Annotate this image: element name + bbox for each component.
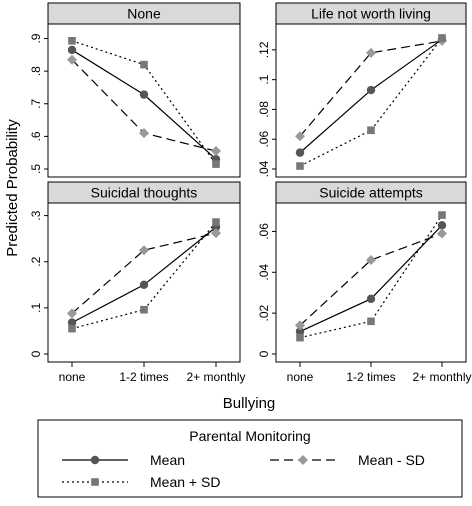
- panel-title: None: [127, 6, 161, 22]
- data-point: [367, 126, 375, 135]
- data-point: [437, 221, 447, 230]
- data-point: [139, 280, 149, 290]
- y-tick-label: .1: [29, 303, 43, 313]
- data-point: [139, 128, 149, 139]
- legend-item: Mean - SD: [270, 452, 425, 468]
- legend-marker: [90, 455, 100, 465]
- y-tick-label: 0: [29, 350, 43, 357]
- data-point: [211, 228, 221, 239]
- series-mean-sd: [296, 34, 446, 170]
- x-tick-label: 1-2 times: [346, 370, 395, 384]
- series-mean-sd: [295, 228, 447, 331]
- data-point: [437, 228, 447, 239]
- data-point: [295, 327, 305, 336]
- data-point: [67, 45, 77, 55]
- panel-1: None .5 .6 .7 .8 .9: [29, 2, 241, 178]
- plot-area: [275, 23, 467, 178]
- legend-box: [37, 419, 463, 498]
- series-mean-sd: [68, 37, 220, 168]
- x-tick-label: 2+ monthly: [186, 370, 245, 384]
- x-tick-label: none: [59, 370, 86, 384]
- data-point: [211, 146, 221, 157]
- y-tick-label: .5: [29, 164, 43, 174]
- series-mean-sd: [67, 54, 221, 157]
- x-tick-label: 2+ monthly: [412, 370, 471, 384]
- data-point: [367, 317, 375, 326]
- data-point: [438, 34, 446, 42]
- y-tick-label: .6: [29, 131, 43, 141]
- data-point: [140, 60, 148, 69]
- plot-area: [47, 23, 241, 178]
- y-tick-label: .02: [257, 304, 271, 321]
- data-point: [295, 320, 305, 331]
- legend-title: Parental Monitoring: [189, 428, 310, 444]
- y-tick-label: .3: [29, 210, 43, 220]
- data-point: [68, 324, 76, 333]
- panel-title: Life not worth living: [311, 6, 431, 22]
- data-point: [212, 218, 220, 226]
- y-tick-label: 0: [257, 350, 271, 357]
- data-point: [366, 47, 376, 58]
- x-axis-title: Bullying: [223, 395, 276, 412]
- data-point: [366, 294, 376, 304]
- data-point: [139, 245, 149, 256]
- series-mean: [67, 222, 221, 327]
- legend: Parental Monitoring Mean Mean - SD Mean + …: [37, 419, 463, 498]
- series-mean: [295, 221, 447, 336]
- panel-4: Suicide attempts 0 .02 .04 .06 none 1-2 times 2…: [257, 181, 472, 384]
- panel-title: Suicide attempts: [319, 185, 423, 201]
- y-tick-label: .2: [29, 256, 43, 266]
- legend-item: Mean: [62, 452, 185, 468]
- data-point: [67, 54, 77, 65]
- plot-area: [275, 202, 467, 363]
- series-line: [299, 232, 443, 326]
- y-tick-label: .8: [29, 66, 43, 76]
- x-tick-label: 1-2 times: [119, 370, 168, 384]
- y-tick-label: .06: [257, 223, 271, 240]
- series-mean-sd: [68, 218, 220, 333]
- series-line: [299, 40, 443, 137]
- panel-title: Suicidal thoughts: [91, 185, 198, 201]
- data-point: [212, 160, 220, 168]
- y-tick-label: .06: [257, 131, 271, 148]
- y-tick-label: .04: [257, 264, 271, 281]
- panel-3: Suicidal thoughts 0 .1 .2 .3 none 1-2 times 2+ …: [29, 181, 246, 384]
- data-point: [438, 211, 446, 219]
- series-mean-sd: [67, 228, 221, 319]
- y-tick-label: .08: [257, 101, 271, 118]
- data-point: [139, 90, 149, 99]
- data-point: [67, 318, 77, 327]
- panels: None .5 .6 .7 .8 .9 Life not worth living .04 .0…: [29, 2, 472, 384]
- data-point: [296, 333, 304, 342]
- legend-label: Mean: [150, 452, 185, 468]
- data-point: [295, 148, 305, 157]
- y-tick-label: .04: [257, 160, 271, 177]
- data-point: [68, 37, 76, 45]
- series-mean-sd: [296, 211, 446, 342]
- y-axis-title: Predicted Probability: [4, 119, 21, 257]
- data-point: [295, 131, 305, 142]
- series-line: [299, 37, 443, 167]
- legend-label: Mean - SD: [358, 452, 425, 468]
- series-line: [71, 232, 217, 314]
- data-point: [296, 162, 304, 170]
- y-tick-label: .1: [257, 74, 271, 84]
- data-point: [366, 85, 376, 95]
- legend-item: Mean + SD: [62, 474, 220, 490]
- y-tick-label: .7: [29, 98, 43, 108]
- series-line: [71, 221, 217, 330]
- legend-marker: [298, 455, 308, 465]
- panel-2: Life not worth living .04 .06 .08 .1 .12: [257, 2, 467, 178]
- data-point: [366, 255, 376, 266]
- data-point: [140, 305, 148, 314]
- legend-marker: [91, 478, 99, 486]
- x-tick-label: none: [287, 370, 314, 384]
- legend-label: Mean + SD: [150, 474, 220, 490]
- data-point: [67, 308, 77, 319]
- y-tick-label: .9: [29, 33, 43, 43]
- y-tick-label: .12: [257, 41, 271, 58]
